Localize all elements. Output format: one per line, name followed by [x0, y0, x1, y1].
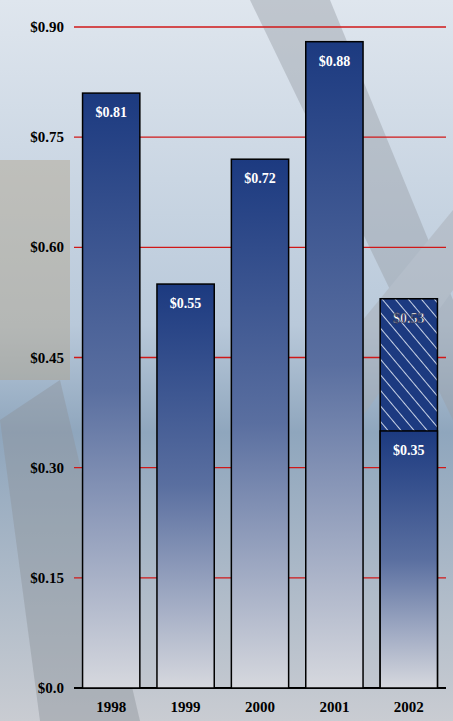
background [0, 0, 453, 721]
data-labels: $0.81 $0.55 $0.72 $0.88 $0.53 $0.35 [95, 54, 424, 458]
rig [0, 160, 70, 380]
x-tick-label: 2002 [394, 699, 424, 715]
chart-svg: $0.0$0.15$0.30$0.45$0.60$0.75$0.90$0.81$… [0, 0, 453, 721]
x-tick-label: 1998 [96, 699, 126, 715]
data-label: $0.35 [393, 443, 425, 458]
bar [380, 431, 437, 688]
bar [157, 284, 214, 688]
grid [74, 27, 446, 688]
bars [83, 42, 438, 688]
data-label: $0.81 [95, 105, 127, 120]
x-tick-label: 2001 [319, 699, 349, 715]
y-tick-labels: $0.0 $0.15 $0.30 $0.45 $0.60 $0.75 $0.90 [30, 19, 64, 696]
bar [380, 299, 437, 688]
background-decoration [0, 0, 453, 721]
y-tick-label: $0.0 [38, 680, 64, 696]
y-tick-label: $0.15 [30, 570, 64, 586]
data-label: $0.88 [319, 54, 351, 69]
y-tick-label: $0.30 [30, 460, 64, 476]
y-tick-label: $0.60 [30, 239, 64, 255]
bar [306, 42, 363, 688]
y-tick-label: $0.90 [30, 19, 64, 35]
grid-line [74, 26, 446, 27]
data-label: $0.72 [244, 171, 276, 186]
x-tick-labels: 1998 1999 2000 2001 2002 [96, 699, 424, 715]
bar [231, 159, 288, 688]
chart-root: $0.0$0.15$0.30$0.45$0.60$0.75$0.90$0.81$… [0, 0, 453, 721]
x-tick-label: 1999 [171, 699, 201, 715]
y-tick-label: $0.75 [30, 129, 64, 145]
y-tick-label: $0.45 [30, 350, 64, 366]
bar [83, 93, 140, 688]
x-tick-label: 2000 [245, 699, 275, 715]
data-label: $0.53 [393, 311, 425, 326]
data-label: $0.55 [170, 296, 202, 311]
